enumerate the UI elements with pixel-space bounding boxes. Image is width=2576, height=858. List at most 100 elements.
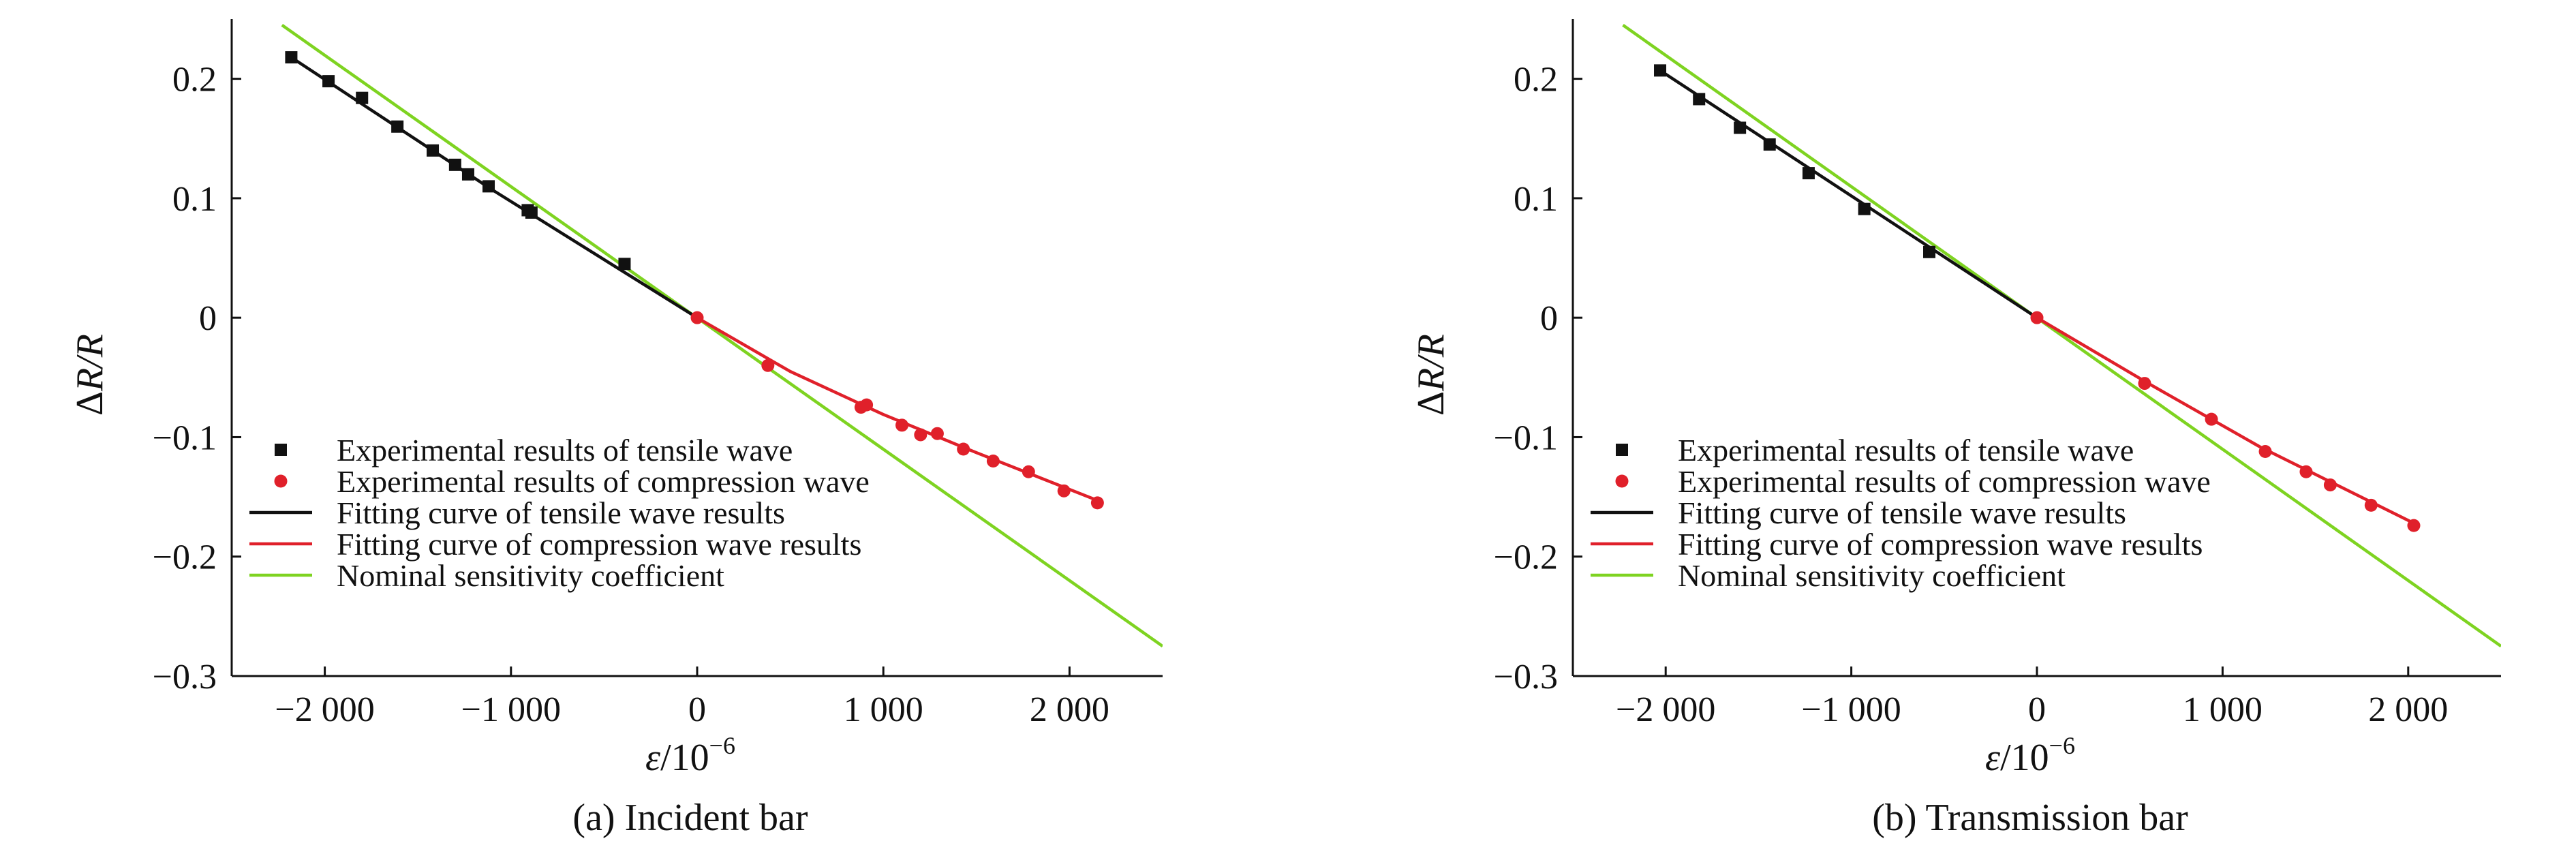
x-tick-label: 1 000	[844, 690, 923, 729]
y-tick-label: 0	[199, 299, 217, 338]
x-axis-label: ε/10−6	[645, 732, 735, 779]
compression-data-point	[1057, 484, 1071, 497]
tensile-data-point	[391, 120, 404, 133]
compression-fit-line	[2036, 316, 2415, 525]
compression-data-point	[1090, 496, 1104, 510]
compression-data-point	[2138, 377, 2151, 390]
tensile-data-point	[427, 144, 440, 157]
legend-label: Experimental results of tensile wave	[337, 433, 793, 468]
nominal-line	[1622, 23, 2501, 648]
compression-data-point	[2299, 465, 2313, 478]
legend-marker-square	[1616, 444, 1628, 456]
x-axis-label-exponent: −6	[709, 732, 735, 759]
y-axis-label-var: R/R	[1410, 334, 1452, 392]
y-axis-label: ΔR/R	[69, 334, 111, 416]
compression-data-point	[986, 455, 1000, 468]
x-tick-label: −2 000	[1616, 690, 1715, 729]
compression-fit-line	[696, 316, 1099, 502]
y-tick-label: 0	[1540, 299, 1558, 338]
tensile-data-point	[1802, 167, 1815, 180]
y-axis-label-delta: Δ	[1410, 391, 1452, 416]
y-tick-label: 0.2	[1514, 61, 1558, 99]
compression-data-point	[914, 428, 927, 442]
tensile-data-point	[1734, 121, 1747, 134]
x-tick-label: 0	[2028, 690, 2046, 729]
y-tick-label: −0.2	[1494, 538, 1558, 577]
legend-marker-square	[275, 444, 287, 456]
x-axis-label-var: ε	[645, 737, 661, 779]
x-tick-label: −1 000	[1801, 690, 1901, 729]
x-axis-label: ε/10−6	[1985, 732, 2075, 779]
compression-data-point	[2323, 478, 2337, 492]
plot-area	[281, 23, 1163, 648]
legend-marker-circle	[274, 474, 288, 488]
legend-label: Experimental results of compression wave	[1678, 464, 2211, 499]
compression-data-point	[895, 418, 909, 432]
tensile-data-point	[618, 258, 631, 271]
compression-data-point	[2205, 412, 2218, 426]
legend-label: Nominal sensitivity coefficient	[337, 558, 724, 593]
legend-marker-circle	[1615, 474, 1629, 488]
compression-data-point	[2258, 444, 2272, 458]
x-axis-label-unit: /10	[2000, 737, 2049, 779]
y-tick-label: 0.1	[1514, 180, 1558, 219]
legend-label: Fitting curve of compression wave result…	[337, 527, 861, 562]
nominal-line	[281, 23, 1163, 648]
compression-data-point	[2407, 519, 2421, 532]
y-tick-label: −0.1	[1494, 418, 1558, 457]
chart-panel-b: −2 000 −1 000 0 1 000 2 000 −0.3 −0.2 −0.1 0 0.1 0…	[1410, 19, 2501, 839]
y-tick-label: −0.1	[153, 418, 217, 457]
y-tick-label: −0.3	[153, 658, 217, 696]
legend-label: Experimental results of compression wave	[337, 464, 870, 499]
legend: Experimental results of tensile waveExpe…	[1591, 433, 2211, 593]
y-axis-label-delta: Δ	[69, 391, 111, 416]
subplot-title: (b) Transmission bar	[1872, 797, 2188, 839]
y-tick-label: 0.1	[172, 180, 217, 219]
tensile-data-point	[525, 206, 538, 219]
x-axis-label-unit: /10	[660, 737, 709, 779]
y-tick-label: 0.2	[172, 61, 217, 99]
tensile-data-point	[1923, 245, 1936, 258]
compression-data-point	[860, 398, 874, 412]
x-tick-label: 2 000	[2368, 690, 2448, 729]
tensile-data-point	[1693, 93, 1706, 106]
tensile-data-point	[482, 180, 495, 193]
compression-data-point	[690, 311, 704, 324]
tensile-data-point	[356, 91, 369, 104]
compression-data-point	[957, 442, 970, 456]
legend-label: Experimental results of tensile wave	[1678, 433, 2134, 468]
y-axis-label: ΔR/R	[1410, 334, 1452, 416]
legend-label: Fitting curve of tensile wave results	[337, 495, 785, 530]
x-axis-label-var: ε	[1985, 737, 2001, 779]
x-tick-label: 0	[688, 690, 706, 729]
subplot-title: (a) Incident bar	[572, 797, 808, 839]
compression-data-point	[930, 427, 944, 440]
legend-label: Nominal sensitivity coefficient	[1678, 558, 2066, 593]
legend-label: Fitting curve of tensile wave results	[1678, 495, 2126, 530]
plot-area	[1622, 23, 2501, 648]
x-tick-label: −1 000	[461, 690, 561, 729]
compression-data-point	[2030, 311, 2044, 324]
tensile-data-point	[1654, 64, 1667, 77]
y-tick-label: −0.2	[153, 538, 217, 577]
x-axis-label-exponent: −6	[2049, 732, 2075, 759]
chart-panel-a: −2 000 −1 000 0 1 000 2 000 −0.3 −0.2 −0.1 0 0.1 0…	[69, 19, 1163, 839]
compression-data-point	[761, 358, 775, 372]
tensile-data-point	[1858, 202, 1871, 215]
y-axis-label-var: R/R	[69, 334, 111, 392]
legend: Experimental results of tensile waveExpe…	[249, 433, 870, 593]
compression-data-point	[2364, 498, 2378, 512]
y-tick-label: −0.3	[1494, 658, 1558, 696]
x-tick-label: −2 000	[275, 690, 374, 729]
tensile-fit-line	[1657, 67, 2038, 320]
x-tick-label: 1 000	[2183, 690, 2263, 729]
tensile-data-point	[448, 158, 461, 171]
tensile-data-point	[1763, 138, 1776, 151]
compression-data-point	[1022, 465, 1035, 478]
legend-label: Fitting curve of compression wave result…	[1678, 527, 2203, 562]
tensile-data-point	[461, 168, 474, 181]
tensile-data-point	[285, 51, 298, 64]
x-tick-label: 2 000	[1030, 690, 1109, 729]
tensile-data-point	[322, 75, 335, 88]
